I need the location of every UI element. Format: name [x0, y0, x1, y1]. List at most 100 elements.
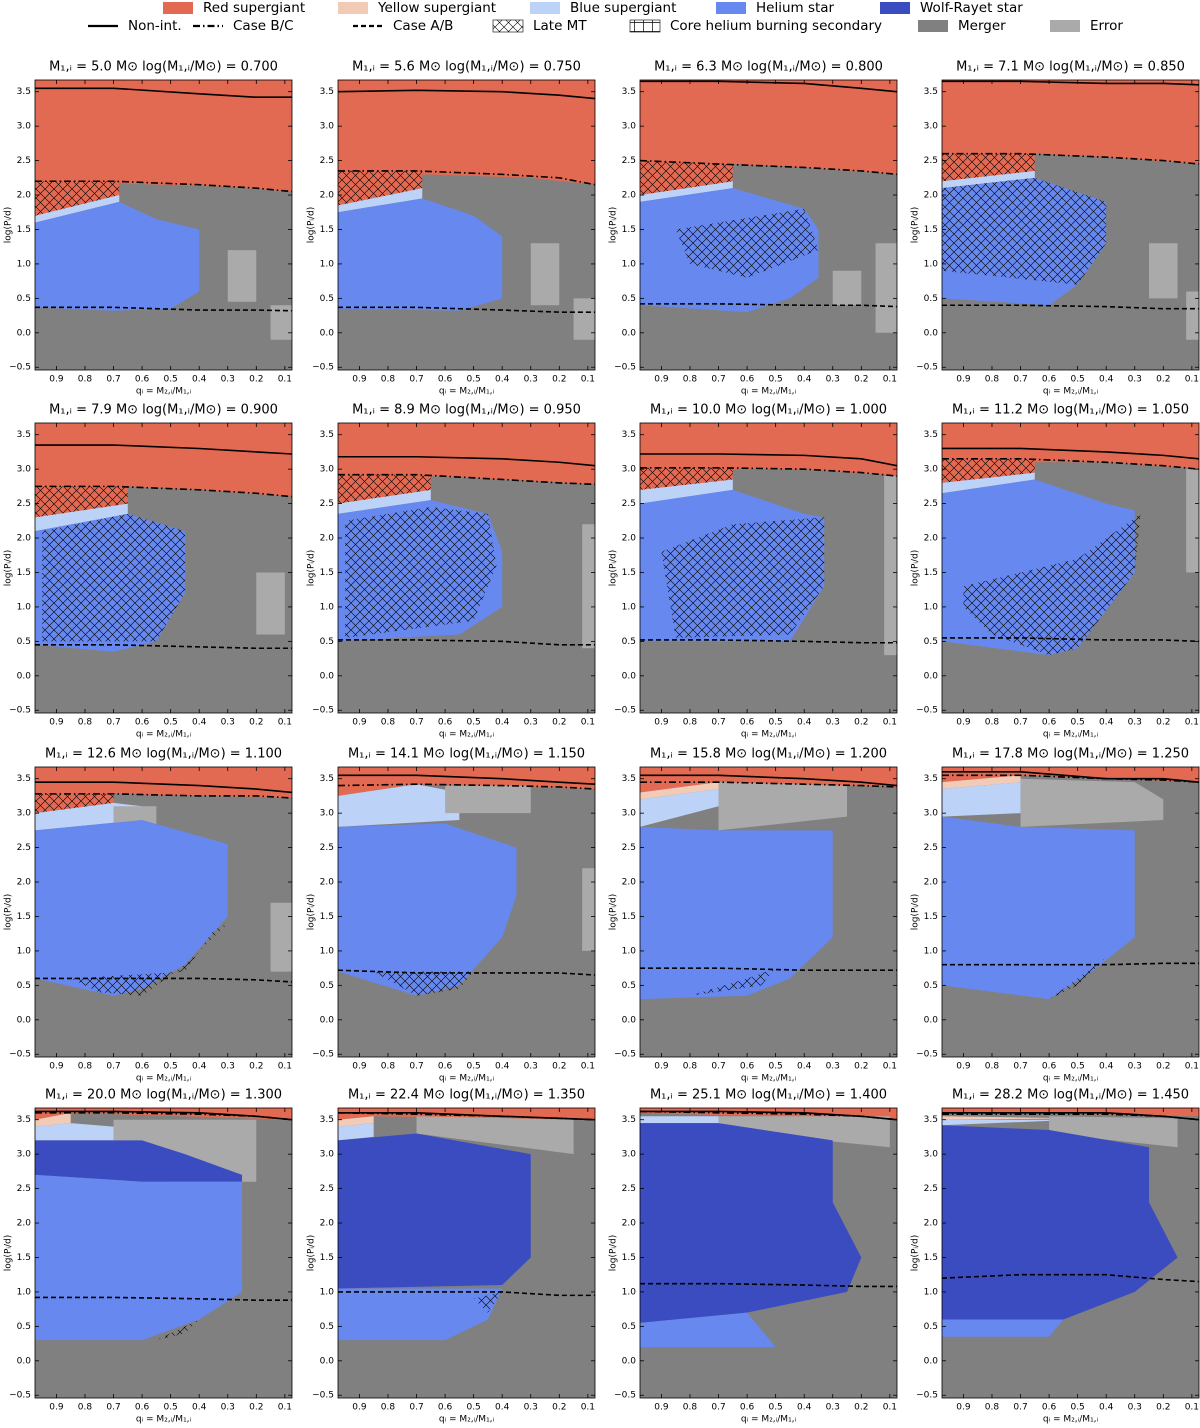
x-tick-label: 0.8	[381, 375, 396, 385]
boundary-line	[338, 639, 595, 646]
region	[640, 782, 719, 800]
boundary-line	[338, 306, 595, 313]
panel-title: M₁,ᵢ = 28.2 M⊙ log(M₁,ᵢ/M⊙) = 1.450	[952, 1088, 1189, 1103]
y-tick-label: 1.0	[924, 602, 939, 612]
y-tick-label: −0.5	[614, 706, 636, 716]
y-tick-label: 0.5	[622, 981, 636, 991]
boundary-line	[942, 1273, 1199, 1283]
y-tick-label: −0.5	[916, 1391, 938, 1401]
boundary-line	[338, 473, 595, 486]
y-axis-label: log(Pᵢ/d)	[307, 894, 317, 931]
boundary-line	[338, 1291, 595, 1297]
y-tick-label: 1.0	[320, 1287, 335, 1297]
x-tick-label: 0.4	[797, 375, 812, 385]
x-tick-label: 0.2	[854, 1403, 868, 1413]
region	[718, 782, 848, 831]
plot-area	[640, 767, 897, 1057]
region	[35, 1140, 243, 1182]
panel-title: M₁,ᵢ = 11.2 M⊙ log(M₁,ᵢ/M⊙) = 1.050	[952, 403, 1189, 418]
boundary-line	[942, 447, 1199, 460]
y-tick-label: 2.5	[924, 1184, 938, 1194]
x-tick-label: 0.8	[381, 718, 396, 728]
region	[345, 507, 497, 638]
x-axis-label: qᵢ = M₂,ᵢ/M₁,ᵢ	[439, 1074, 495, 1084]
x-tick-label: 0.8	[985, 718, 1000, 728]
region	[640, 1116, 719, 1124]
boundary-line	[338, 783, 595, 790]
panel: M₁,ᵢ = 28.2 M⊙ log(M₁,ᵢ/M⊙) = 1.450 0.9 0.…	[911, 1088, 1200, 1425]
x-tick-label: 0.5	[163, 375, 177, 385]
y-tick-label: 1.0	[320, 259, 335, 269]
y-tick-label: 1.0	[622, 946, 637, 956]
x-tick-label: 0.7	[1013, 718, 1027, 728]
legend-swatch	[338, 2, 368, 14]
boundary-line	[942, 152, 1199, 165]
legend-swatch	[530, 2, 560, 14]
region	[530, 243, 560, 306]
y-tick-label: 0.0	[17, 671, 32, 681]
legend-swatch	[629, 19, 661, 33]
x-tick-label: 0.2	[249, 718, 263, 728]
plot-area	[338, 80, 595, 370]
y-axis-label: log(Pᵢ/d)	[609, 894, 619, 931]
region	[338, 823, 517, 996]
y-tick-label: 0.5	[622, 294, 636, 304]
y-tick-label: 0.0	[320, 671, 335, 681]
y-tick-label: −0.5	[916, 1050, 938, 1060]
y-tick-label: 2.0	[622, 191, 637, 201]
legend-label: Error	[1090, 18, 1123, 34]
x-tick-label: 0.5	[163, 1403, 177, 1413]
x-tick-label: 0.8	[683, 375, 698, 385]
legend-label: Non-int.	[128, 18, 182, 34]
y-axis-label: log(Pᵢ/d)	[4, 550, 14, 587]
region	[338, 767, 595, 796]
x-tick-label: 0.4	[192, 718, 207, 728]
y-tick-label: 0.0	[924, 671, 939, 681]
plot-frame	[639, 422, 898, 714]
panel-title: M₁,ᵢ = 6.3 M⊙ log(M₁,ᵢ/M⊙) = 0.800	[654, 60, 883, 75]
region	[884, 476, 897, 656]
x-tick-label: 0.8	[78, 718, 93, 728]
x-tick-label: 0.5	[466, 1403, 480, 1413]
panel-title: M₁,ᵢ = 20.0 M⊙ log(M₁,ᵢ/M⊙) = 1.300	[45, 1088, 282, 1103]
plot-frame	[941, 766, 1200, 1058]
plot-frame	[34, 766, 293, 1058]
x-axis-label: qᵢ = M₂,ᵢ/M₁,ᵢ	[741, 730, 797, 740]
y-tick-label: 3.0	[320, 1150, 335, 1160]
y-tick-label: 0.5	[17, 294, 31, 304]
y-tick-label: 3.5	[320, 1115, 334, 1125]
x-tick-label: 0.6	[438, 1062, 453, 1072]
plot-area	[338, 1108, 595, 1398]
x-tick-label: 0.3	[1128, 1062, 1142, 1072]
panel-title: M₁,ᵢ = 17.8 M⊙ log(M₁,ᵢ/M⊙) = 1.250	[952, 747, 1189, 762]
y-tick-label: 2.5	[622, 499, 636, 509]
y-tick-label: 3.5	[17, 774, 31, 784]
y-tick-label: 1.5	[17, 1253, 31, 1263]
region	[640, 160, 733, 196]
panel: M₁,ᵢ = 22.4 M⊙ log(M₁,ᵢ/M⊙) = 1.350 0.9 0.…	[307, 1088, 596, 1425]
region	[35, 820, 228, 996]
x-axis-label: qᵢ = M₂,ᵢ/M₁,ᵢ	[741, 1415, 797, 1425]
boundary-line	[338, 969, 595, 976]
boundary-line	[640, 967, 897, 972]
y-tick-label: 1.5	[320, 568, 334, 578]
x-tick-label: 0.6	[1042, 375, 1057, 385]
x-tick-label: 0.2	[1156, 1062, 1170, 1072]
y-tick-label: 0.5	[320, 637, 334, 647]
y-tick-label: 0.5	[924, 981, 938, 991]
panel: M₁,ᵢ = 17.8 M⊙ log(M₁,ᵢ/M⊙) = 1.250 0.9 0.…	[911, 747, 1200, 1084]
boundary-line	[942, 304, 1199, 310]
x-tick-label: 0.9	[654, 1062, 669, 1072]
x-tick-label: 0.7	[1013, 1062, 1027, 1072]
x-tick-label: 0.6	[1042, 1062, 1057, 1072]
x-tick-label: 0.1	[278, 375, 292, 385]
region	[35, 1112, 71, 1127]
y-tick-label: 2.5	[622, 843, 636, 853]
x-tick-label: 0.6	[438, 1403, 453, 1413]
x-tick-label: 0.8	[683, 1403, 698, 1413]
x-tick-label: 0.2	[1156, 375, 1170, 385]
y-tick-label: 0.5	[17, 637, 31, 647]
region	[35, 1123, 114, 1141]
y-tick-label: 1.0	[622, 1287, 637, 1297]
y-tick-label: 3.5	[924, 430, 938, 440]
